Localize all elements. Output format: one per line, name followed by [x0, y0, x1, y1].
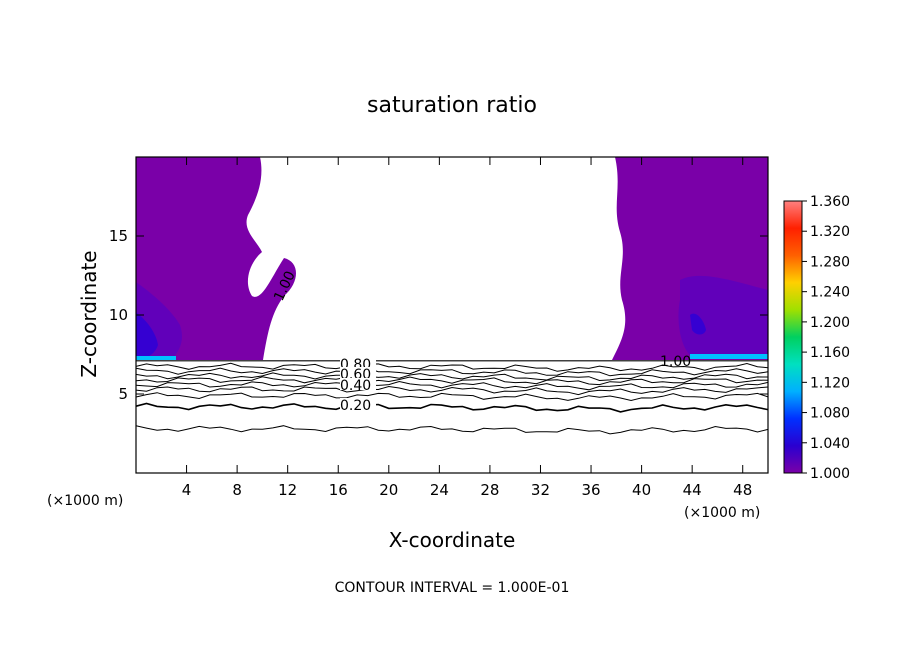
contour-line: [135, 392, 769, 402]
x-tick-label: 16: [329, 481, 348, 499]
colorbar: [783, 200, 803, 474]
plot-area: 1.00 0.80 0.60 0.40 0.20 1.00: [135, 156, 769, 474]
x-axis-title: X-coordinate: [389, 528, 516, 552]
contour-label-0-40: 0.40: [340, 378, 371, 394]
contour-interval-note: CONTOUR INTERVAL = 1.000E-01: [335, 580, 570, 596]
x-unit-label: (×1000 m): [684, 505, 760, 521]
contour-label-bg: [340, 398, 376, 410]
contour-line: [135, 425, 769, 435]
x-tick-label: 12: [278, 481, 297, 499]
colorbar-tick-label: 1.160: [810, 345, 850, 361]
x-tick-label: 20: [379, 481, 398, 499]
colorbar-tick-label: 1.000: [810, 466, 850, 482]
contour-label-bg: [340, 378, 376, 390]
cyan-edge-left: [136, 356, 176, 360]
y-tick-label: 5: [118, 385, 128, 403]
z-unit-label: (×1000 m): [47, 493, 123, 509]
contour-lines: [135, 360, 769, 435]
blue-core-left: [136, 312, 158, 360]
contour-line: [135, 372, 769, 382]
contour-label-0-20: 0.20: [340, 398, 371, 414]
contour-label-bg: [340, 367, 376, 379]
y-tick-label: 10: [109, 306, 128, 324]
supersaturated-region-left: [136, 157, 296, 360]
x-tick-label: 44: [683, 481, 702, 499]
contour-line: [135, 402, 769, 413]
cyan-edge-right: [690, 354, 768, 359]
contour-line: [135, 362, 769, 372]
contour-line: [135, 380, 769, 391]
x-tick-label: 4: [182, 481, 192, 499]
chart-title: saturation ratio: [367, 93, 537, 118]
colorbar-tick-label: 1.360: [810, 194, 850, 210]
x-tick-label: 36: [581, 481, 600, 499]
y-tick-label: 15: [109, 227, 128, 245]
contour-line: [135, 376, 769, 386]
blue-core-right: [690, 313, 706, 335]
blue-gradient-right: [678, 275, 768, 355]
x-tick-label: 40: [632, 481, 651, 499]
colorbar-tick-label: 1.280: [810, 254, 850, 270]
saturated-fill-regions: [136, 157, 768, 360]
x-tick-label: 8: [232, 481, 242, 499]
colorbar-tick-label: 1.240: [810, 285, 850, 301]
x-axis-ticks: 4 8 12 16 20 24 28 32 36 40 44 48: [182, 157, 752, 499]
y-axis-ticks: 5 10 15: [109, 227, 768, 403]
colorbar-tick-label: 1.080: [810, 406, 850, 422]
contour-label-1-00-right: 1.00: [660, 354, 691, 370]
colorbar-ticks: 1.000 1.040 1.080 1.120 1.160 1.200 1.240 1.280…: [802, 194, 850, 482]
contour-label-bg: [340, 357, 376, 369]
colorbar-tick-label: 1.320: [810, 224, 850, 240]
x-tick-label: 24: [430, 481, 449, 499]
contour-line: [135, 385, 769, 396]
x-tick-label: 28: [480, 481, 499, 499]
colorbar-tick-label: 1.120: [810, 375, 850, 391]
colorbar-tick-label: 1.040: [810, 436, 850, 452]
x-tick-label: 48: [733, 481, 752, 499]
colorbar-gradient: [783, 200, 803, 474]
contour-line: [135, 367, 769, 377]
colorbar-tick-label: 1.200: [810, 315, 850, 331]
y-axis-title: Z-coordinate: [77, 250, 101, 377]
x-tick-label: 32: [531, 481, 550, 499]
